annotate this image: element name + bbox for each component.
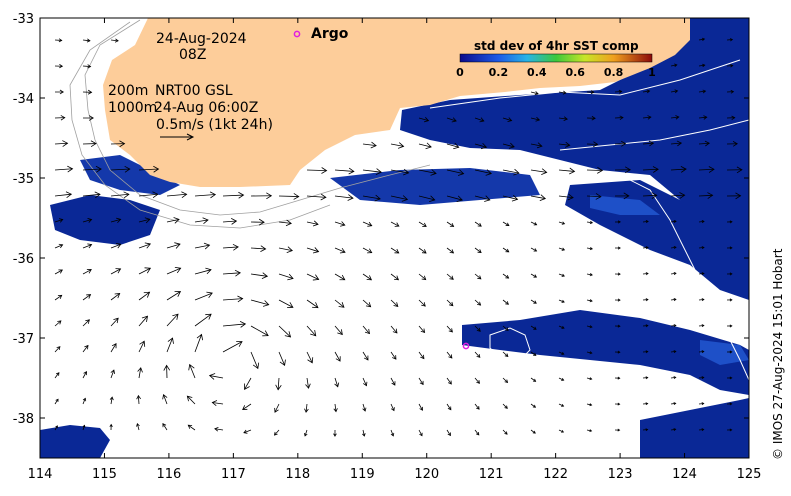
credit-label: © IMOS 27-Aug-2024 15:01 Hobart (771, 248, 785, 460)
colorbar-tick-label: 0.8 (604, 66, 624, 79)
colorbar (460, 54, 652, 62)
scale-label: 0.5m/s (1kt 24h) (156, 117, 273, 133)
y-tick-label: -33 (13, 12, 34, 27)
legend-text-2: 24-Aug 06:00Z (154, 100, 258, 116)
y-tick-label: -37 (13, 332, 34, 347)
y-tick-label: -38 (13, 412, 34, 427)
colorbar-tick-label: 0.4 (527, 66, 547, 79)
colorbar-tick-label: 0.2 (489, 66, 509, 79)
x-tick-label: 125 (737, 467, 762, 482)
x-tick-label: 120 (414, 467, 439, 482)
date-label: 24-Aug-2024 (156, 31, 247, 47)
legend-depth-200: 200m (108, 83, 148, 99)
hour-label: 08Z (179, 47, 206, 63)
legend-depth-1000: 1000m (108, 100, 157, 116)
y-tick-label: -35 (13, 172, 34, 187)
x-tick-label: 122 (543, 467, 568, 482)
x-tick-label: 116 (156, 467, 181, 482)
colorbar-tick-label: 1 (648, 66, 656, 79)
x-tick-label: 121 (479, 467, 504, 482)
x-tick-label: 124 (672, 467, 697, 482)
y-tick-label: -36 (13, 252, 34, 267)
colorbar-tick-label: 0.6 (565, 66, 585, 79)
sst-patch-southwest (40, 425, 110, 458)
argo-label: Argo (311, 26, 349, 42)
x-tick-label: 119 (350, 467, 375, 482)
colorbar-tick-label: 0 (456, 66, 464, 79)
x-tick-label: 117 (221, 467, 246, 482)
x-tick-label: 123 (608, 467, 633, 482)
x-tick-label: 118 (285, 467, 310, 482)
colorbar-title: std dev of 4hr SST comp (474, 39, 639, 53)
x-tick-label: 115 (92, 467, 117, 482)
x-tick-label: 114 (28, 467, 53, 482)
y-tick-label: -34 (13, 92, 34, 107)
legend-text-1: NRT00 GSL (155, 83, 233, 99)
